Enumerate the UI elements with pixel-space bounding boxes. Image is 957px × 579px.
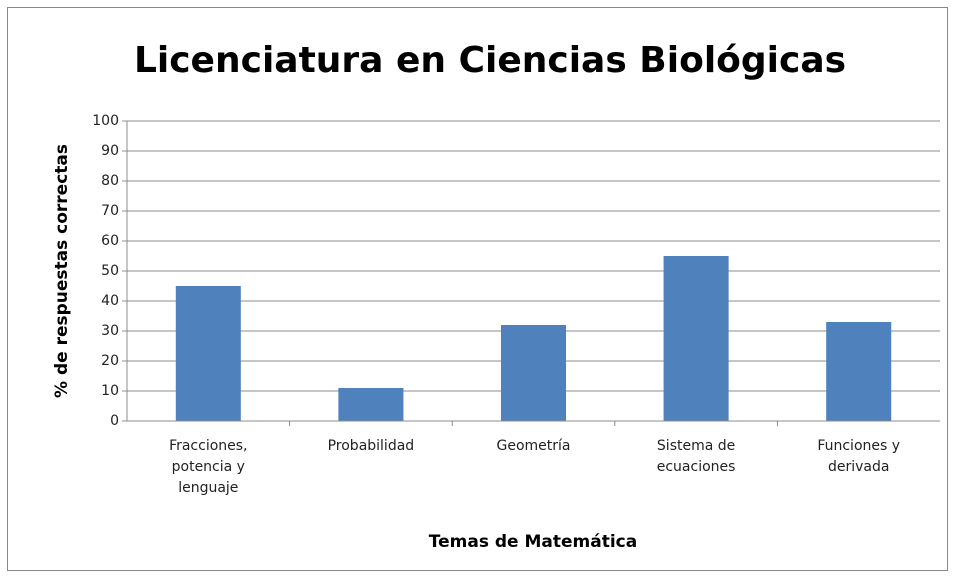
y-tick-label: 90: [101, 143, 119, 159]
x-axis-label: Temas de Matemática: [429, 532, 637, 552]
bar: [338, 388, 404, 421]
bar: [663, 256, 729, 421]
bar: [175, 286, 241, 421]
x-tick-label: Geometría: [496, 438, 571, 454]
y-tick-label: 80: [101, 173, 119, 189]
y-tick-label: 0: [110, 413, 119, 429]
bar: [826, 322, 892, 421]
y-tick-label: 70: [101, 203, 119, 219]
x-tick-label: Probabilidad: [327, 438, 415, 454]
y-axis-label: % de respuestas correctas: [52, 144, 72, 398]
y-tick-label: 40: [101, 293, 119, 309]
bar: [500, 325, 567, 421]
chart-frame: [7, 7, 948, 571]
y-tick-label: 30: [101, 323, 119, 339]
y-tick-label: 60: [101, 233, 119, 249]
y-tick-label: 100: [92, 113, 119, 129]
x-tick-label: Fracciones, potencia y lenguaje: [169, 438, 248, 496]
x-tick-label: Sistema de ecuaciones: [656, 438, 736, 475]
chart-title: Licenciatura en Ciencias Biológicas: [134, 40, 846, 81]
y-tick-label: 50: [101, 263, 119, 279]
y-tick-label: 10: [101, 383, 119, 399]
x-tick-label: Funciones y derivada: [817, 438, 901, 475]
y-tick-label: 20: [101, 353, 119, 369]
